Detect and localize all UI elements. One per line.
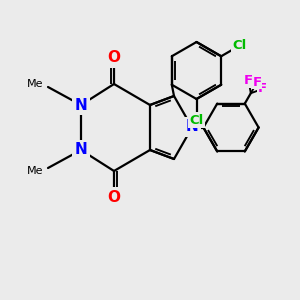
Text: Me: Me	[27, 79, 44, 89]
Text: Me: Me	[27, 166, 44, 176]
Text: Cl: Cl	[232, 39, 247, 52]
Text: N: N	[75, 98, 87, 112]
Text: N: N	[186, 119, 198, 134]
Text: N: N	[75, 142, 87, 158]
Text: F: F	[244, 74, 253, 87]
Text: F: F	[258, 82, 267, 95]
Text: Cl: Cl	[189, 113, 204, 127]
Text: O: O	[107, 50, 121, 65]
Text: O: O	[107, 190, 121, 205]
Text: F: F	[253, 76, 262, 89]
